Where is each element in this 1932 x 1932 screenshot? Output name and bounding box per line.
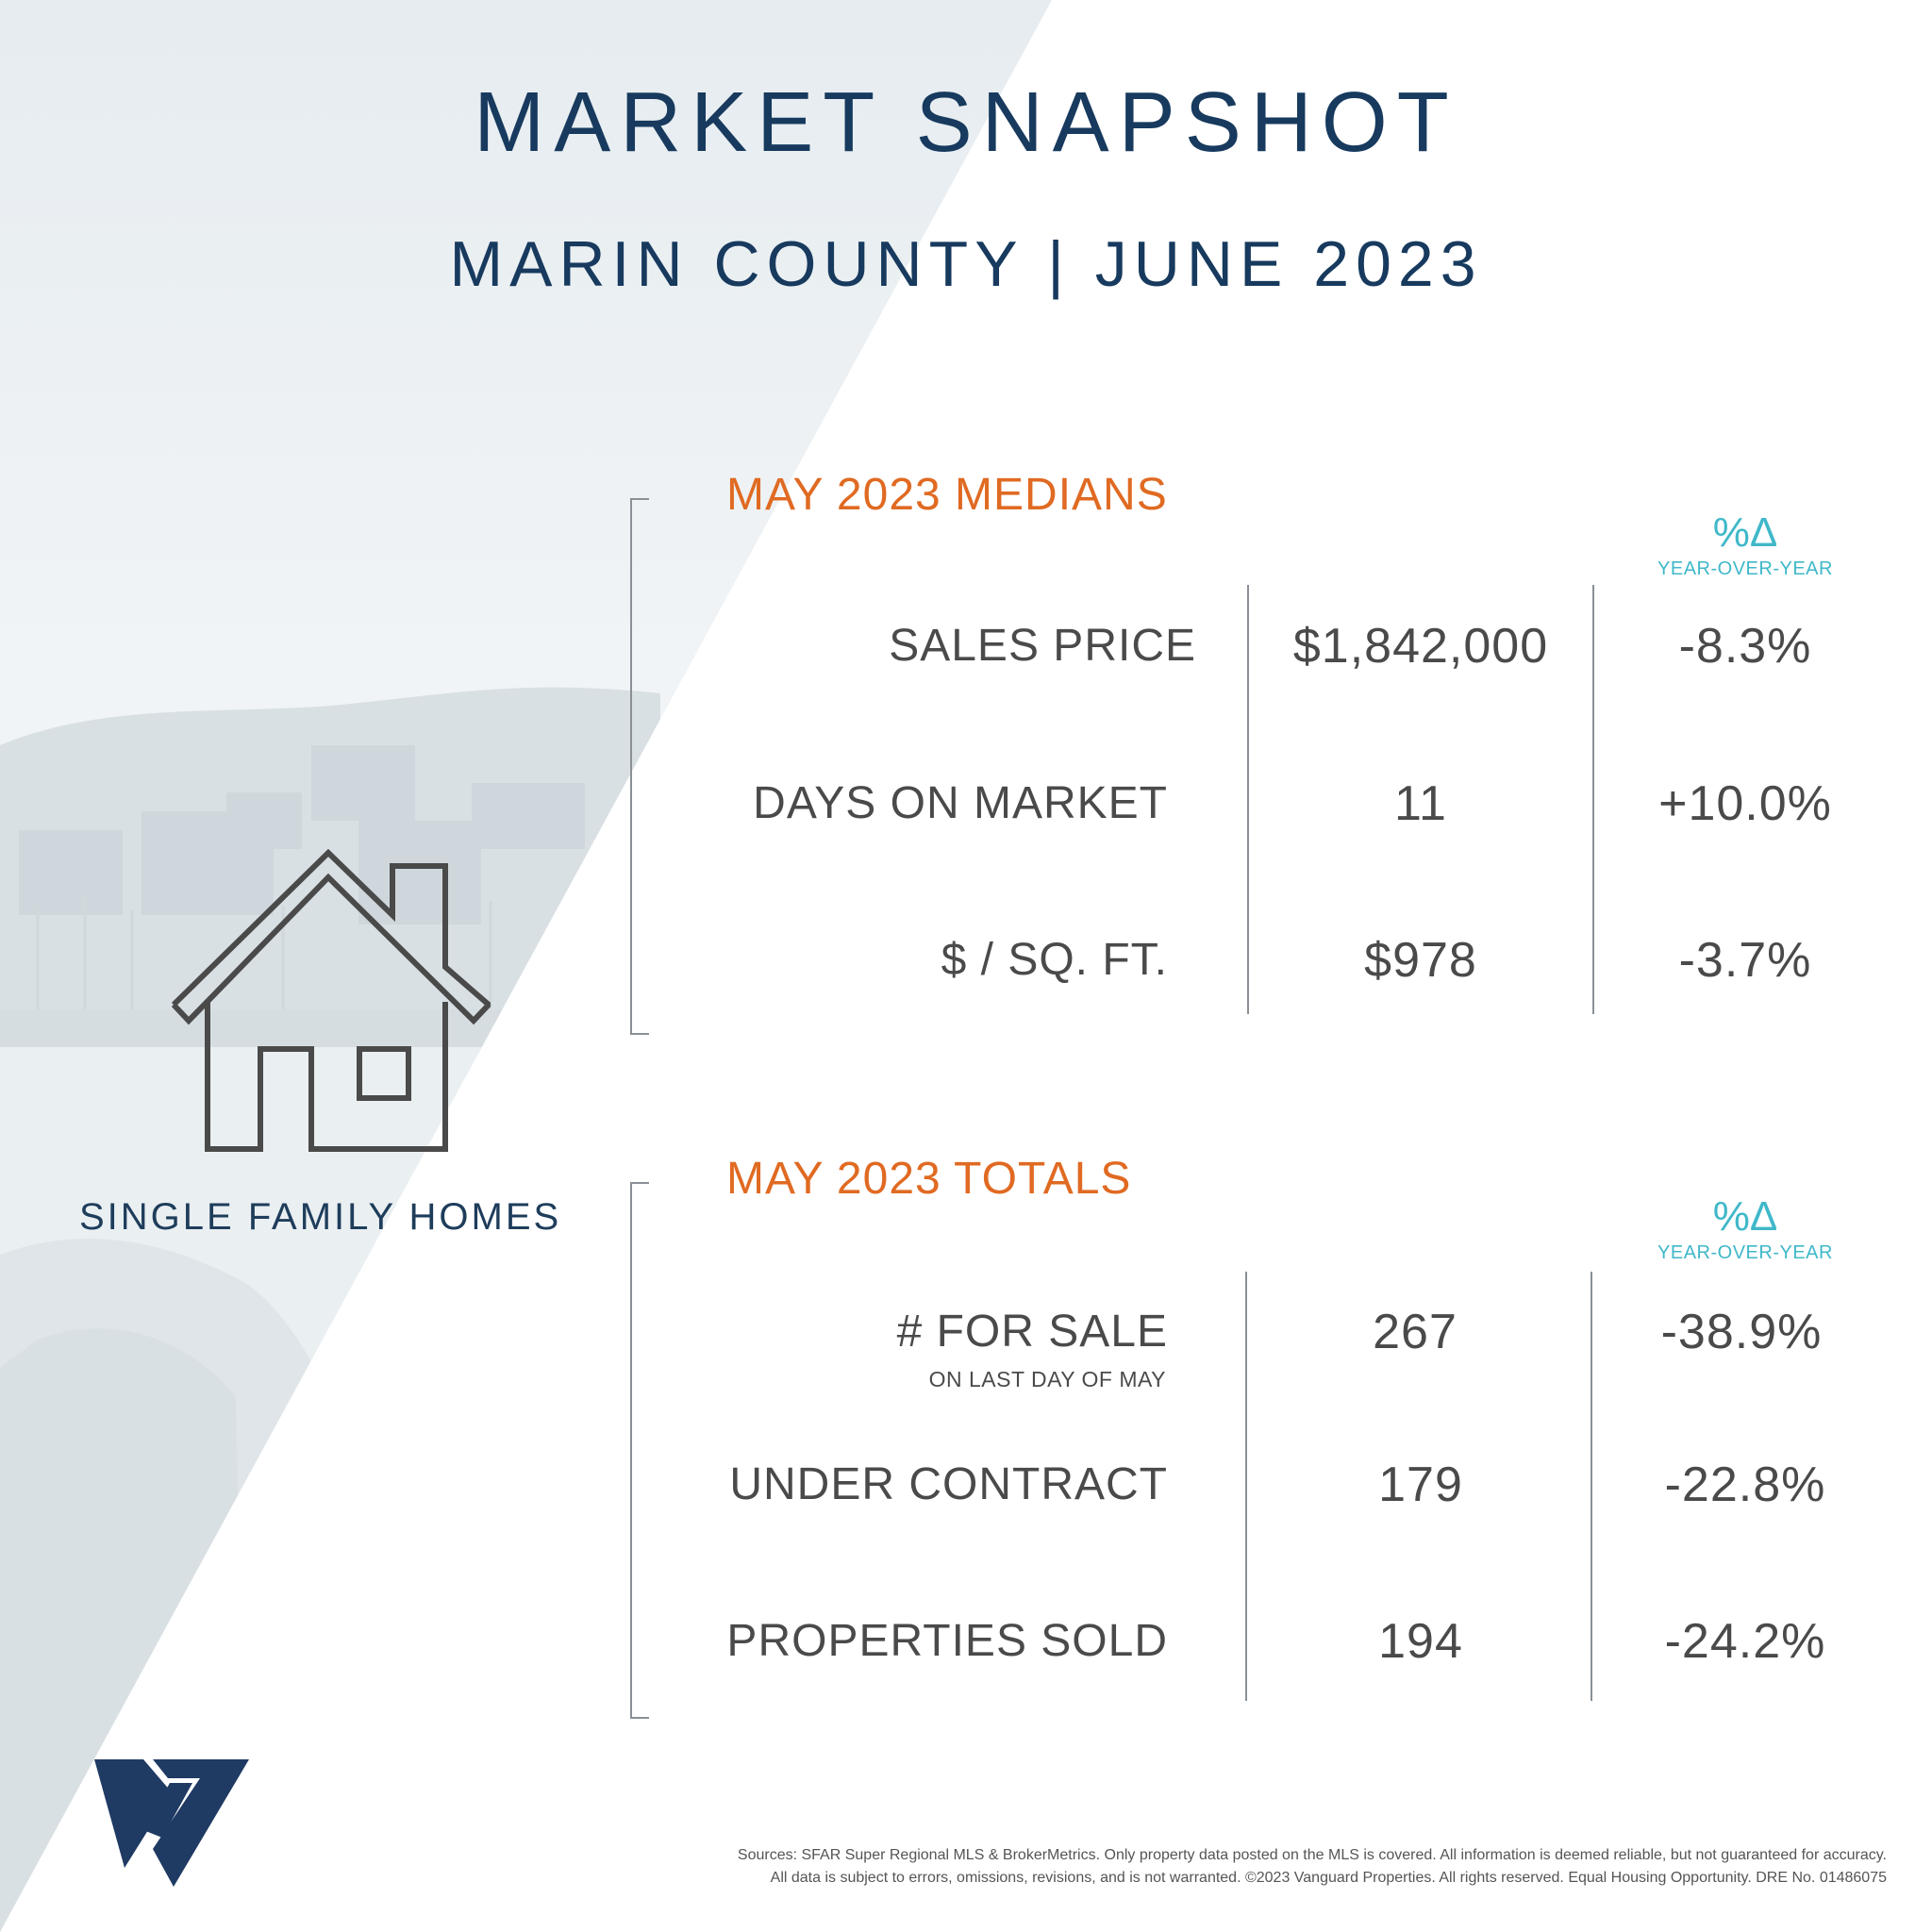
medians-row: $ / SQ. FT. $978 -3.7% xyxy=(0,932,1932,998)
row-change: +10.0% xyxy=(1658,776,1832,831)
row-label: DAYS ON MARKET xyxy=(753,778,1168,828)
medians-bracket xyxy=(630,498,649,1035)
row-change: -22.8% xyxy=(1664,1457,1826,1512)
footer-disclaimer: Sources: SFAR Super Regional MLS & Broke… xyxy=(566,1844,1887,1890)
row-label: PROPERTIES SOLD xyxy=(726,1616,1168,1666)
row-change: -24.2% xyxy=(1664,1614,1826,1669)
row-value: 11 xyxy=(1394,776,1447,831)
totals-divider-1 xyxy=(1245,1272,1247,1701)
house-icon xyxy=(171,849,491,1152)
footer-line: All data is subject to errors, omissions… xyxy=(770,1870,1887,1886)
medians-heading: MAY 2023 MEDIANS xyxy=(726,470,1168,520)
row-label: UNDER CONTRACT xyxy=(729,1459,1168,1509)
pct-change-symbol: %Δ xyxy=(1712,509,1778,556)
row-label: SALES PRICE xyxy=(889,621,1196,671)
medians-divider-1 xyxy=(1247,585,1249,1014)
pct-change-symbol: %Δ xyxy=(1712,1193,1778,1240)
row-value: $1,842,000 xyxy=(1292,619,1549,674)
totals-row: # FOR SALE 267 -38.9% xyxy=(0,1304,1932,1370)
totals-pct-header: %Δ YEAR-OVER-YEAR xyxy=(1641,1193,1849,1265)
medians-row: SALES PRICE $1,842,000 -8.3% xyxy=(0,618,1932,684)
row-label-note: ON LAST DAY OF MAY xyxy=(928,1367,1166,1391)
row-value: 179 xyxy=(1378,1457,1463,1512)
row-label: # FOR SALE xyxy=(896,1307,1168,1357)
row-value: 267 xyxy=(1373,1305,1457,1359)
medians-divider-2 xyxy=(1592,585,1594,1014)
row-change: -8.3% xyxy=(1678,619,1812,674)
totals-row: UNDER CONTRACT 179 -22.8% xyxy=(0,1457,1932,1523)
totals-divider-2 xyxy=(1591,1272,1592,1701)
row-value: 194 xyxy=(1378,1614,1463,1669)
footer-line: Sources: SFAR Super Regional MLS & Broke… xyxy=(737,1847,1887,1863)
page-title: MARKET SNAPSHOT xyxy=(474,75,1458,170)
page-subtitle: MARIN COUNTY | JUNE 2023 xyxy=(449,228,1483,300)
medians-pct-header: %Δ YEAR-OVER-YEAR xyxy=(1641,509,1849,581)
medians-row: DAYS ON MARKET 11 +10.0% xyxy=(0,775,1932,841)
totals-row: PROPERTIES SOLD 194 -24.2% xyxy=(0,1613,1932,1679)
pct-change-label: YEAR-OVER-YEAR xyxy=(1657,558,1833,579)
totals-bracket xyxy=(630,1182,649,1719)
vanguard-logo xyxy=(94,1759,249,1887)
row-label: $ / SQ. FT. xyxy=(941,935,1168,985)
row-change: -3.7% xyxy=(1678,933,1812,988)
totals-heading: MAY 2023 TOTALS xyxy=(726,1154,1132,1204)
pct-change-label: YEAR-OVER-YEAR xyxy=(1657,1242,1833,1263)
property-type-caption: SINGLE FAMILY HOMES xyxy=(79,1196,562,1238)
row-value: $978 xyxy=(1364,933,1477,988)
row-change: -38.9% xyxy=(1660,1305,1823,1359)
